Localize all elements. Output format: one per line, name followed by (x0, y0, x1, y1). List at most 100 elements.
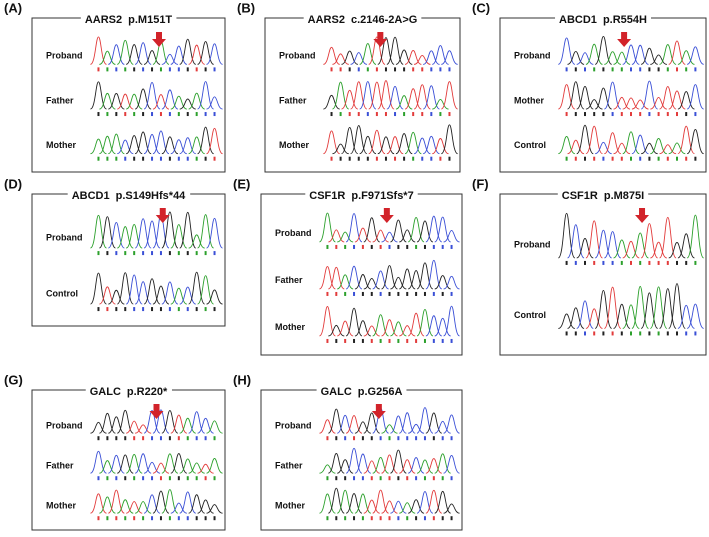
trace-peak (170, 45, 188, 65)
base-call (115, 436, 118, 441)
base-call (676, 331, 678, 336)
base-call (370, 476, 373, 481)
trace-peak (668, 40, 686, 65)
base-call (685, 156, 688, 161)
base-call (430, 112, 433, 117)
base-call (213, 436, 216, 441)
trace-peak (441, 50, 458, 65)
trace-peak (434, 420, 451, 434)
trace-peak (622, 44, 640, 65)
base-call (124, 251, 127, 256)
base-call (685, 112, 688, 117)
trace-peak (99, 135, 116, 155)
trace-peak (668, 90, 686, 110)
base-call (565, 67, 568, 72)
base-call (441, 476, 444, 481)
trace-peak (416, 309, 434, 337)
trace-peak (170, 287, 188, 305)
base-call (403, 112, 406, 117)
trace-peak (613, 51, 631, 65)
base-call (441, 436, 444, 441)
base-call (584, 67, 586, 72)
trace-peak (197, 417, 214, 434)
trace-peak (399, 459, 416, 474)
mutation-arrow (635, 208, 650, 223)
trace-peak (134, 501, 152, 514)
base-call (357, 112, 360, 117)
trace-peak (594, 87, 612, 110)
base-call (151, 251, 154, 256)
trace-peak (416, 491, 434, 514)
base-call (159, 156, 162, 161)
trace-peak (622, 131, 640, 155)
row-label: Proband (514, 240, 551, 250)
base-call (657, 331, 660, 336)
trace-peak (337, 414, 354, 434)
trace-peak (390, 219, 407, 243)
row-label: Mother (279, 140, 309, 150)
trace-peak (368, 129, 386, 155)
trace-peak (197, 81, 214, 110)
base-call (694, 67, 697, 72)
trace-peak (381, 500, 398, 514)
trace-peak (399, 502, 416, 514)
base-call (415, 436, 418, 441)
base-call (423, 338, 426, 343)
trace-peak (116, 409, 134, 434)
panel-title: AARS2 p.M151T (85, 14, 173, 26)
trace-peak (134, 281, 152, 305)
trace-peak (328, 324, 345, 337)
base-call (593, 260, 596, 265)
trace-peak (179, 98, 196, 110)
base-call (366, 67, 369, 72)
base-call (177, 307, 180, 312)
trace-peak (161, 453, 179, 474)
trace-peak (363, 325, 380, 337)
base-call (361, 291, 364, 296)
trace-peak (341, 127, 359, 155)
base-call (168, 67, 171, 72)
trace-peak (116, 39, 134, 65)
trace-peak (650, 54, 667, 65)
trace-peak (363, 499, 380, 514)
base-call (361, 516, 364, 521)
base-call (97, 307, 100, 312)
gene-name: GALC (90, 386, 121, 398)
base-call (177, 516, 180, 521)
title-background (67, 189, 191, 202)
trace-peak (686, 84, 704, 110)
base-call (353, 291, 356, 296)
base-call (159, 251, 162, 256)
base-call (685, 260, 688, 265)
base-call (142, 156, 145, 161)
base-call (602, 112, 605, 117)
trace-peak (390, 449, 407, 474)
trace-peak (363, 217, 380, 243)
base-call (124, 156, 127, 161)
panel-title: GALC p.G256A (321, 386, 403, 398)
base-call (168, 112, 171, 117)
base-call (639, 156, 642, 161)
trace-peak (423, 50, 440, 65)
base-call (421, 156, 424, 161)
trace-peak (395, 49, 413, 65)
base-call (584, 331, 586, 336)
base-call (195, 436, 198, 441)
trace-peak (152, 409, 170, 434)
trace-peak (117, 139, 134, 155)
base-call (450, 244, 453, 249)
trace-peak (170, 502, 187, 514)
trace-peak (677, 50, 695, 65)
trace-peak (408, 423, 425, 434)
trace-peak (432, 45, 449, 65)
trace-peak (197, 41, 214, 65)
base-call (412, 112, 415, 117)
panel: (C) ABCD1 p.R554H Proband Mother Control (472, 0, 707, 173)
base-call (106, 112, 109, 117)
trace-peak (350, 81, 368, 110)
trace-peak (372, 270, 389, 290)
base-call (694, 112, 697, 117)
trace-peak (108, 454, 125, 474)
base-call (648, 156, 651, 161)
panel: (H) GALC p.G256A Proband Father Mother (233, 372, 463, 531)
